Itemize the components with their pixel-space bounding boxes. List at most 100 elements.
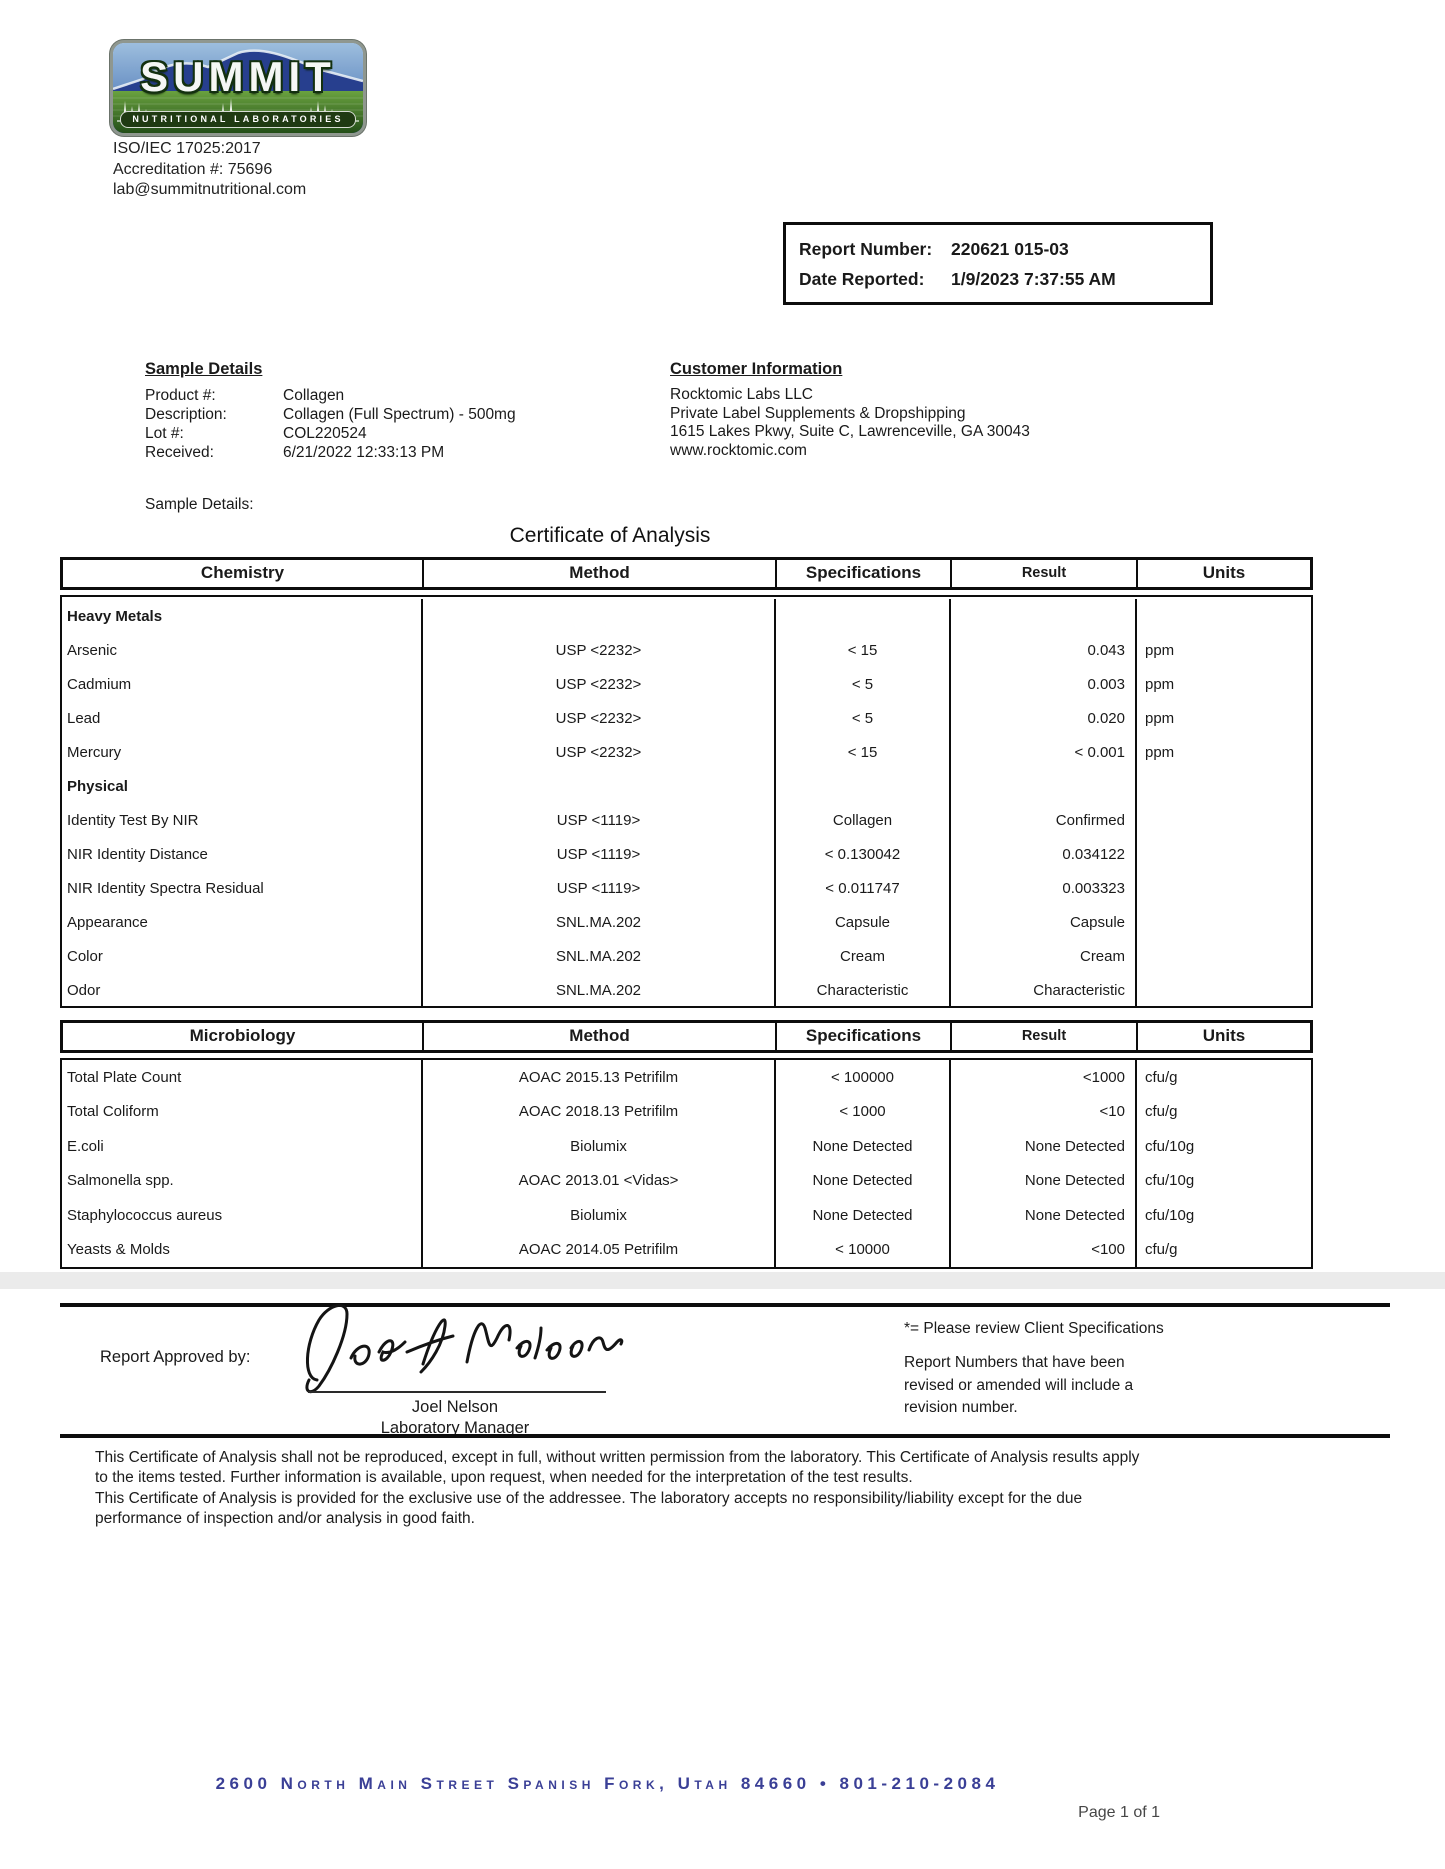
spec-cell: None Detected	[776, 1129, 951, 1164]
method-cell: USP <2232>	[423, 667, 776, 702]
report-number-box: Report Number: 220621 015-03 Date Report…	[783, 222, 1213, 305]
customer-tagline: Private Label Supplements & Dropshipping	[670, 404, 966, 422]
units-cell: cfu/10g	[1145, 1172, 1195, 1190]
units-cell: cfu/g	[1145, 1068, 1178, 1086]
spec-cell: < 15	[776, 633, 951, 668]
units-cell: cfu/g	[1145, 1241, 1178, 1259]
date-reported-label: Date Reported:	[799, 268, 925, 289]
table-section-row: Physical	[62, 769, 1311, 804]
result-cell: 0.020	[951, 701, 1137, 736]
signer-title: Laboratory Manager	[380, 1419, 530, 1437]
spec-cell: < 0.011747	[776, 871, 951, 906]
result-cell: None Detected	[951, 1198, 1137, 1233]
logo-wordmark: SUMMIT	[140, 53, 336, 100]
method-cell: USP <2232>	[423, 633, 776, 668]
units-cell	[1137, 838, 1309, 872]
sample-details-section: Sample Details Product #: Collagen Descr…	[145, 360, 516, 462]
method-cell: USP <2232>	[423, 701, 776, 736]
accreditation-number-text: Accreditation #: 75696	[113, 160, 273, 178]
table-row: Color SNL.MA.202 Cream Cream	[62, 939, 1311, 974]
column-header-method: Method	[424, 1023, 777, 1050]
method-cell: AOAC 2015.13 Petrifilm	[423, 1060, 776, 1095]
method-cell: SNL.MA.202	[423, 905, 776, 940]
table-row: Total Plate Count AOAC 2015.13 Petrifilm…	[62, 1060, 1311, 1095]
column-header-chemistry: Chemistry	[63, 560, 424, 587]
column-header-result: Result	[952, 1023, 1138, 1050]
horizontal-rule-top	[60, 1303, 1390, 1307]
method-cell: Biolumix	[423, 1129, 776, 1164]
field-label: Product #:	[145, 387, 216, 404]
revision-note-line: revision number.	[904, 1399, 1018, 1416]
column-header-units: Units	[1202, 563, 1246, 582]
analyte-name: NIR Identity Distance	[62, 837, 423, 872]
units-cell	[1137, 906, 1309, 940]
analyte-name: Total Coliform	[62, 1094, 423, 1129]
result-cell: 0.043	[951, 633, 1137, 668]
units-cell: ppm	[1145, 675, 1175, 693]
analyte-name: Color	[62, 939, 423, 974]
page-title: Certificate of Analysis	[509, 524, 711, 547]
signature-line	[308, 1391, 606, 1393]
field-label: Description:	[145, 406, 227, 423]
analyte-name: Mercury	[62, 735, 423, 770]
analyte-name: Cadmium	[62, 667, 423, 702]
field-value: Collagen (Full Spectrum) - 500mg	[283, 406, 516, 423]
spec-cell: < 5	[776, 667, 951, 702]
table-row: Appearance SNL.MA.202 Capsule Capsule	[62, 905, 1311, 940]
lab-email-text: lab@summitnutritional.com	[113, 181, 307, 198]
horizontal-rule-bottom	[60, 1434, 1390, 1438]
sample-row-lot: Lot #: COL220524	[145, 424, 516, 443]
table-section-row: Heavy Metals	[62, 599, 1311, 634]
method-cell: SNL.MA.202	[423, 939, 776, 974]
disclaimer-line: performance of inspection and/or analysi…	[95, 1509, 475, 1527]
field-label: Lot #:	[145, 425, 184, 442]
chemistry-table-header: Chemistry Method Specifications Result U…	[60, 557, 1313, 590]
table-row: Yeasts & Molds AOAC 2014.05 Petrifilm < …	[62, 1232, 1311, 1267]
accreditation-block: ISO/IEC 17025:2017 Accreditation #: 7569…	[113, 139, 306, 201]
units-cell: cfu/10g	[1145, 1206, 1195, 1224]
result-cell: None Detected	[951, 1129, 1137, 1164]
analyte-name: Staphylococcus aureus	[62, 1198, 423, 1233]
date-reported-value: 1/9/2023 7:37:55 AM	[951, 268, 1116, 289]
result-cell: <100	[951, 1232, 1137, 1267]
analyte-name: Salmonella spp.	[62, 1163, 423, 1198]
table-row: Staphylococcus aureus Biolumix None Dete…	[62, 1198, 1311, 1233]
analyte-name: Appearance	[62, 905, 423, 940]
iso-standard-text: ISO/IEC 17025:2017	[113, 140, 261, 157]
table-row: Total Coliform AOAC 2018.13 Petrifilm < …	[62, 1094, 1311, 1129]
table-row: Odor SNL.MA.202 Characteristic Character…	[62, 973, 1311, 1008]
analyte-name: Odor	[62, 973, 423, 1008]
disclaimer-line: to the items tested. Further information…	[95, 1469, 913, 1487]
column-header-method: Method	[424, 560, 777, 587]
field-value: 6/21/2022 12:33:13 PM	[283, 444, 445, 461]
result-cell: 0.034122	[951, 837, 1137, 872]
result-cell: 0.003	[951, 667, 1137, 702]
result-cell: None Detected	[951, 1163, 1137, 1198]
units-cell	[1137, 940, 1309, 974]
field-value: COL220524	[283, 425, 367, 442]
result-cell: Characteristic	[951, 973, 1137, 1008]
analyte-name: Yeasts & Molds	[62, 1232, 423, 1267]
page-number: Page 1 of 1	[1078, 1804, 1160, 1821]
table-row: Cadmium USP <2232> < 5 0.003 ppm	[62, 667, 1311, 702]
chemistry-table: Heavy Metals Arsenic USP <2232> < 15 0.0…	[60, 595, 1313, 1008]
lab-address-footer: 2600 North Main Street Spanish Fork, Uta…	[215, 1774, 1000, 1793]
customer-name: Rocktomic Labs LLC	[670, 386, 814, 403]
table-row: Arsenic USP <2232> < 15 0.043 ppm	[62, 633, 1311, 668]
client-specifications-note: *= Please review Client Specifications	[904, 1320, 1164, 1337]
analyte-name: Total Plate Count	[62, 1060, 423, 1095]
units-cell	[1137, 872, 1309, 906]
units-cell: ppm	[1145, 743, 1175, 761]
units-cell	[1137, 974, 1309, 1008]
analyte-name: Arsenic	[62, 633, 423, 668]
method-cell: AOAC 2013.01 <Vidas>	[423, 1163, 776, 1198]
result-cell: <10	[951, 1094, 1137, 1129]
column-header-specifications: Specifications	[777, 1023, 952, 1050]
column-header-specifications: Specifications	[777, 560, 952, 587]
method-cell: USP <1119>	[423, 803, 776, 838]
units-cell: cfu/g	[1145, 1103, 1178, 1121]
signature-joel-nelson	[305, 1304, 624, 1394]
revision-note-line: Report Numbers that have been	[904, 1354, 1125, 1371]
signer-block: Joel Nelson Laboratory Manager	[330, 1397, 580, 1439]
